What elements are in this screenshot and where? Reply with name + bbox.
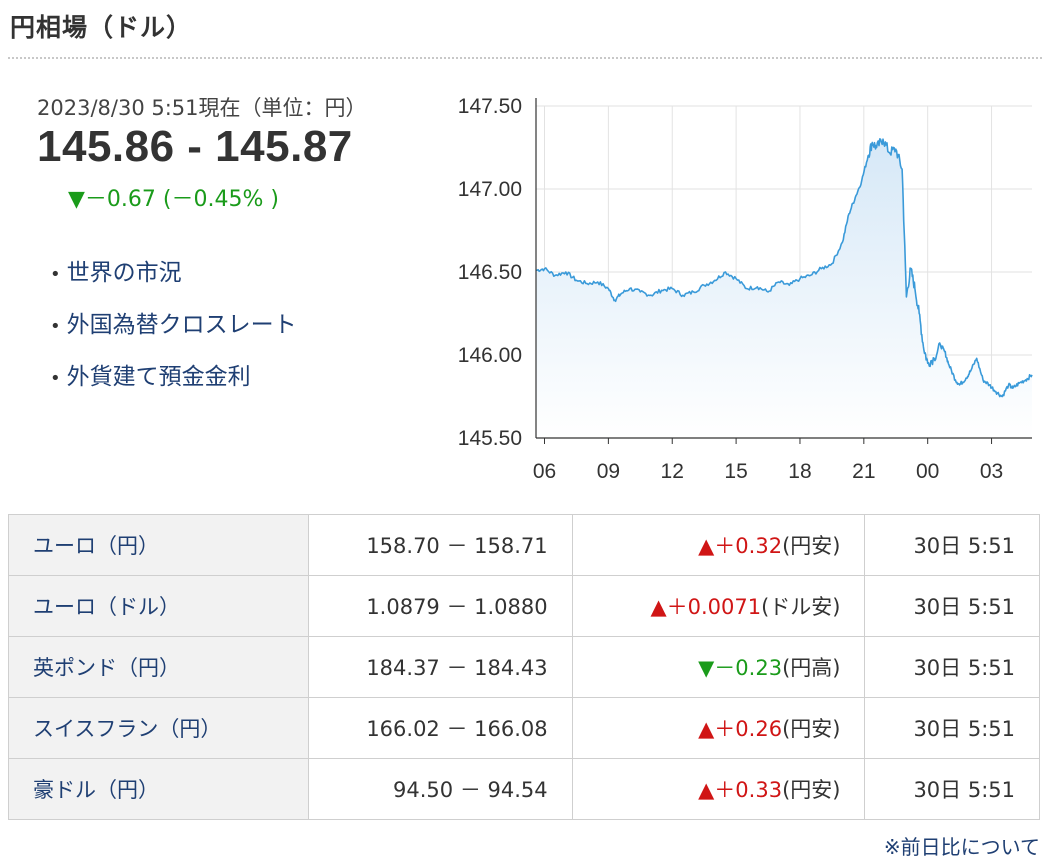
- cross-rates-table: ユーロ（円） 158.70 － 158.71 ▲＋0.32(円安) 30日 5:51 ユ…: [8, 514, 1040, 820]
- x-tick-label: 21: [852, 460, 875, 483]
- change-wrap: ▲＋0.33(円安): [698, 778, 840, 802]
- change-wrap: ▲＋0.0071(ドル安): [650, 595, 840, 619]
- currency-pair-cell: 英ポンド（円）: [8, 636, 309, 698]
- bid-ask-cell: 166.02 － 166.08: [307, 697, 573, 759]
- x-tick-label: 12: [661, 460, 684, 483]
- currency-pair-cell: ユーロ（円）: [8, 514, 309, 576]
- x-tick-label: 09: [597, 460, 620, 483]
- usd-jpy-change: ▼－0.67 (－0.45% ): [68, 187, 279, 212]
- link-cross-rates[interactable]: • 外国為替クロスレート: [50, 307, 297, 359]
- link-world-markets[interactable]: • 世界の市況: [50, 255, 297, 307]
- link-label[interactable]: 外貨建て預金金利: [66, 364, 251, 390]
- x-tick-label: 18: [788, 460, 811, 483]
- change-cell: ▲＋0.0071(ドル安): [571, 575, 866, 637]
- bid-ask-value: 94.50 － 94.54: [393, 778, 548, 802]
- change-down-value: ▼－0.23: [698, 656, 783, 680]
- bullet-icon: •: [50, 316, 61, 337]
- change-cell: ▲＋0.26(円安): [571, 697, 866, 759]
- bullet-icon: •: [50, 264, 61, 285]
- change-up-value: ▲＋0.0071: [650, 595, 762, 619]
- x-tick-label: 00: [916, 460, 939, 483]
- table-row: 豪ドル（円） 94.50 － 94.54 ▲＋0.33(円安) 30日 5:51: [8, 758, 1040, 820]
- bid-ask-cell: 94.50 － 94.54: [307, 758, 573, 820]
- related-links: • 世界の市況 • 外国為替クロスレート • 外貨建て預金金利: [50, 255, 297, 411]
- link-label[interactable]: 外国為替クロスレート: [66, 312, 297, 338]
- y-tick-label: 147.00: [458, 178, 522, 201]
- currency-pair-link[interactable]: 豪ドル（円）: [33, 778, 159, 802]
- page-title: 円相場（ドル）: [10, 13, 193, 42]
- update-time: 30日 5:51: [913, 534, 1015, 558]
- change-note: (ドル安): [761, 595, 841, 619]
- change-note: (円高): [782, 656, 841, 680]
- usd-jpy-intraday-chart: 147.50 147.00 146.50 146.00 145.50 06 09 12 15 18…: [458, 95, 1033, 483]
- currency-pair-link[interactable]: 英ポンド（円）: [33, 656, 180, 680]
- x-tick-label: 03: [980, 460, 1003, 483]
- time-cell: 30日 5:51: [864, 636, 1040, 698]
- title-divider: [8, 57, 1042, 59]
- change-wrap: ▼－0.23(円高): [698, 656, 840, 680]
- update-time: 30日 5:51: [913, 717, 1015, 741]
- change-note: (円安): [782, 717, 841, 741]
- table-row: ユーロ（ドル） 1.0879 － 1.0880 ▲＋0.0071(ドル安) 30日 5…: [8, 575, 1040, 637]
- change-up-value: ▲＋0.33: [698, 778, 783, 802]
- currency-pair-link[interactable]: ユーロ（円）: [33, 534, 159, 558]
- link-deposit-rates[interactable]: • 外貨建て預金金利: [50, 359, 297, 411]
- x-tick-label: 06: [533, 460, 556, 483]
- bid-ask-value: 166.02 － 166.08: [366, 717, 548, 741]
- y-tick-label: 146.50: [458, 261, 522, 284]
- update-time: 30日 5:51: [913, 656, 1015, 680]
- price-series-line: [535, 138, 1033, 398]
- y-tick-label: 147.50: [458, 95, 522, 118]
- table-row: 英ポンド（円） 184.37 － 184.43 ▼－0.23(円高) 30日 5:51: [8, 636, 1040, 698]
- currency-pair-link[interactable]: スイスフラン（円）: [33, 717, 222, 741]
- time-cell: 30日 5:51: [864, 758, 1040, 820]
- y-tick-label: 145.50: [458, 427, 522, 450]
- update-time: 30日 5:51: [913, 595, 1015, 619]
- time-cell: 30日 5:51: [864, 514, 1040, 576]
- bid-ask-value: 1.0879 － 1.0880: [366, 595, 548, 619]
- bid-ask-cell: 1.0879 － 1.0880: [307, 575, 573, 637]
- currency-pair-cell: ユーロ（ドル）: [8, 575, 309, 637]
- bid-ask-cell: 184.37 － 184.43: [307, 636, 573, 698]
- bid-ask-value: 184.37 － 184.43: [366, 656, 548, 680]
- footnote-link[interactable]: ※前日比について: [883, 835, 1040, 859]
- bid-ask-value: 158.70 － 158.71: [366, 534, 548, 558]
- time-cell: 30日 5:51: [864, 697, 1040, 759]
- currency-pair-link[interactable]: ユーロ（ドル）: [33, 595, 180, 619]
- y-tick-label: 146.00: [458, 344, 522, 367]
- change-note: (円安): [782, 778, 841, 802]
- change-up-value: ▲＋0.26: [698, 717, 783, 741]
- change-wrap: ▲＋0.26(円安): [698, 717, 840, 741]
- table-row: スイスフラン（円） 166.02 － 166.08 ▲＋0.26(円安) 30日 5:…: [8, 697, 1040, 759]
- as-of-label: 2023/8/30 5:51現在（単位：円）: [37, 96, 367, 120]
- usd-jpy-price: 145.86 - 145.87: [37, 122, 353, 171]
- change-wrap: ▲＋0.32(円安): [698, 534, 840, 558]
- currency-pair-cell: スイスフラン（円）: [8, 697, 309, 759]
- time-cell: 30日 5:51: [864, 575, 1040, 637]
- bullet-icon: •: [50, 368, 61, 389]
- change-cell: ▼－0.23(円高): [571, 636, 866, 698]
- currency-pair-cell: 豪ドル（円）: [8, 758, 309, 820]
- update-time: 30日 5:51: [913, 778, 1015, 802]
- link-label[interactable]: 世界の市況: [66, 260, 182, 286]
- table-row: ユーロ（円） 158.70 － 158.71 ▲＋0.32(円安) 30日 5:51: [8, 514, 1040, 576]
- change-up-value: ▲＋0.32: [698, 534, 783, 558]
- change-note: (円安): [782, 534, 841, 558]
- bid-ask-cell: 158.70 － 158.71: [307, 514, 573, 576]
- change-cell: ▲＋0.33(円安): [571, 758, 866, 820]
- x-tick-label: 15: [724, 460, 747, 483]
- price-area-fill: [536, 138, 1032, 438]
- change-cell: ▲＋0.32(円安): [571, 514, 866, 576]
